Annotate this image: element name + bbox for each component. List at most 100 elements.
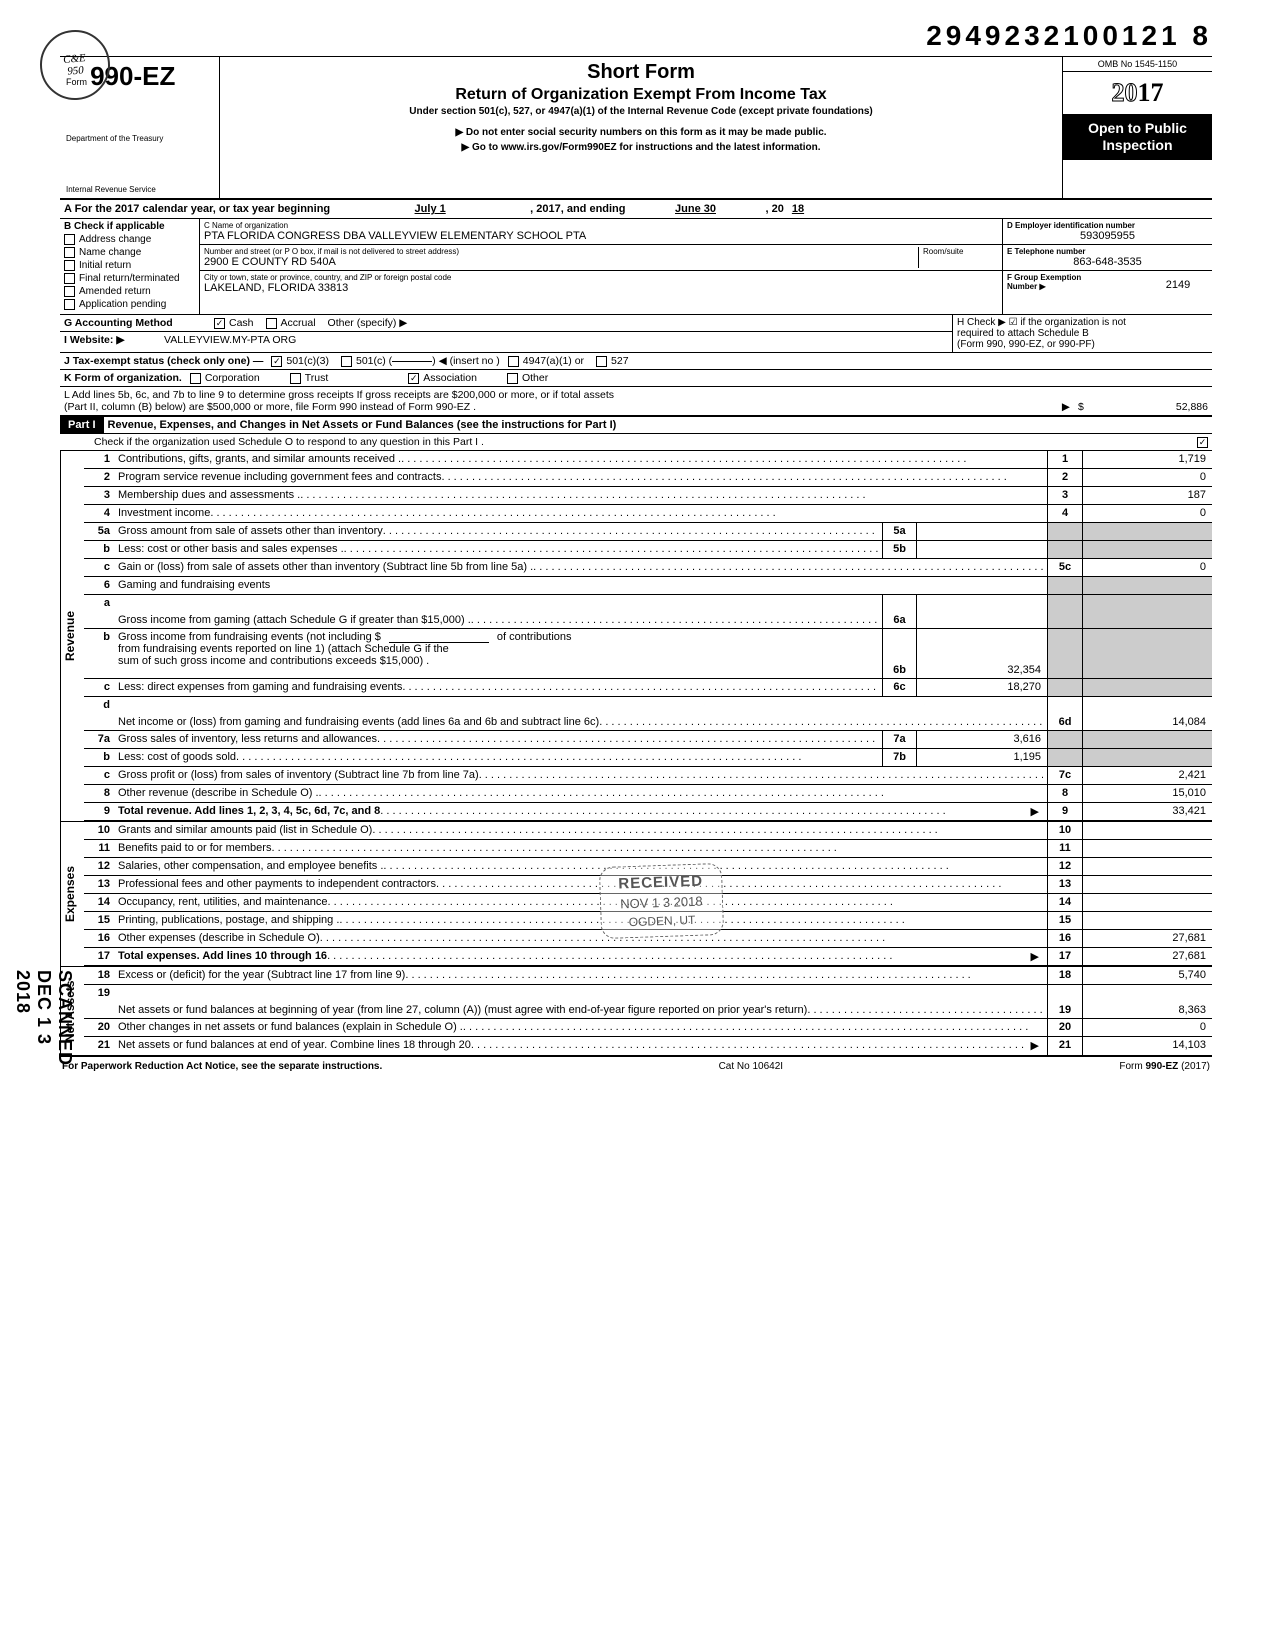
ln4-num: 4 xyxy=(84,505,114,522)
ln6b-t4: sum of such gross income and contributio… xyxy=(118,655,878,667)
g-label: G Accounting Method xyxy=(64,317,214,329)
ln12-text: Salaries, other compensation, and employ… xyxy=(118,860,383,873)
open-public: Open to Public Inspection xyxy=(1063,114,1212,160)
ln20-num: 20 xyxy=(84,1019,114,1036)
row-k: K Form of organization. Corporation Trus… xyxy=(60,370,1212,387)
ln16-text: Other expenses (describe in Schedule O) xyxy=(118,932,320,945)
title-short-form: Short Form xyxy=(228,61,1054,84)
chk-app-pending[interactable] xyxy=(64,299,75,310)
k-assoc: Association xyxy=(423,372,477,384)
ln7a-sb: 7a xyxy=(882,731,917,748)
chk-4947[interactable] xyxy=(508,356,519,367)
ln6c-num: c xyxy=(84,679,114,696)
ln7b-sb: 7b xyxy=(882,749,917,766)
row-l: L Add lines 5b, 6c, and 7b to line 9 to … xyxy=(60,387,1212,417)
row-j: J Tax-exempt status (check only one) — 5… xyxy=(60,353,1212,370)
ln11-text: Benefits paid to or for members xyxy=(118,842,271,855)
ln10-box: 10 xyxy=(1047,822,1082,839)
ln8-val: 15,010 xyxy=(1082,785,1212,802)
ln19-box: 19 xyxy=(1047,985,1082,1018)
stamp-l2: 950 xyxy=(67,64,84,77)
chk-trust[interactable] xyxy=(290,373,301,384)
ln7c-text: Gross profit or (loss) from sales of inv… xyxy=(118,769,479,782)
chk-cash[interactable] xyxy=(214,318,225,329)
org-city: LAKELAND, FLORIDA 33813 xyxy=(204,282,998,294)
ln21-val: 14,103 xyxy=(1082,1037,1212,1055)
ln7b-num: b xyxy=(84,749,114,766)
ln5a-num: 5a xyxy=(84,523,114,540)
ln6d-text: Net income or (loss) from gaming and fun… xyxy=(118,716,599,728)
org-name: PTA FLORIDA CONGRESS DBA VALLEYVIEW ELEM… xyxy=(204,230,998,242)
chk-accrual[interactable] xyxy=(266,318,277,329)
ln13-num: 13 xyxy=(84,876,114,893)
j-4947: 4947(a)(1) or xyxy=(523,355,584,367)
ln1-val: 1,719 xyxy=(1082,451,1212,468)
chk-527[interactable] xyxy=(596,356,607,367)
ln15-num: 15 xyxy=(84,912,114,929)
chk-other-org[interactable] xyxy=(507,373,518,384)
ln9-box: 9 xyxy=(1047,803,1082,820)
chk-501c3[interactable] xyxy=(271,356,282,367)
open-l2: Inspection xyxy=(1065,137,1210,154)
ln11-box: 11 xyxy=(1047,840,1082,857)
row-a-mid: , 2017, and ending xyxy=(530,203,625,215)
b-item-0: Address change xyxy=(79,234,151,245)
ln5a-sb: 5a xyxy=(882,523,917,540)
ein: 593095955 xyxy=(1007,230,1208,242)
ln1-text: Contributions, gifts, grants, and simila… xyxy=(118,453,401,466)
j-insert: ) ◀ (insert no ) xyxy=(432,355,500,367)
ln5c-val: 0 xyxy=(1082,559,1212,576)
chk-schedule-o[interactable] xyxy=(1197,437,1208,448)
ln6b-num: b xyxy=(84,629,114,678)
ln15-box: 15 xyxy=(1047,912,1082,929)
ln13-text: Professional fees and other payments to … xyxy=(118,878,436,891)
ln17-num: 17 xyxy=(84,948,114,965)
col-c: C Name of organization PTA FLORIDA CONGR… xyxy=(200,219,1002,314)
ln17-val: 27,681 xyxy=(1082,948,1212,965)
ln6a-num: a xyxy=(84,595,114,628)
b-item-1: Name change xyxy=(79,247,141,258)
ln21-num: 21 xyxy=(84,1037,114,1055)
chk-501c[interactable] xyxy=(341,356,352,367)
chk-address-change[interactable] xyxy=(64,234,75,245)
j-label: J Tax-exempt status (check only one) — xyxy=(64,355,263,367)
ln17-text: Total expenses. Add lines 10 through 16 xyxy=(118,950,327,963)
ln2-num: 2 xyxy=(84,469,114,486)
c-room-label: Room/suite xyxy=(923,247,998,256)
ln6c-text: Less: direct expenses from gaming and fu… xyxy=(118,681,402,694)
chk-corp[interactable] xyxy=(190,373,201,384)
footer-left: For Paperwork Reduction Act Notice, see … xyxy=(62,1061,382,1072)
chk-initial-return[interactable] xyxy=(64,260,75,271)
chk-assoc[interactable] xyxy=(408,373,419,384)
l-dollar: $ xyxy=(1078,401,1098,413)
ln1-box: 1 xyxy=(1047,451,1082,468)
ln16-box: 16 xyxy=(1047,930,1082,947)
ln20-box: 20 xyxy=(1047,1019,1082,1036)
h-l3: (Form 990, 990-EZ, or 990-PF) xyxy=(957,339,1208,350)
received-stamp: RECEIVED NOV 1 3 2018 OGDEN, UT xyxy=(599,863,724,939)
ln5b-sb: 5b xyxy=(882,541,917,558)
ln14-val xyxy=(1082,894,1212,911)
ln6b-sv: 32,354 xyxy=(917,629,1047,678)
ln6-num: 6 xyxy=(84,577,114,594)
ln3-text: Membership dues and assessments . xyxy=(118,489,300,502)
c-name-label: C Name of organization xyxy=(204,221,998,230)
chk-name-change[interactable] xyxy=(64,247,75,258)
received-l1: RECEIVED xyxy=(618,873,703,893)
ln6b-t2: of contributions xyxy=(497,631,572,643)
l-arrow: ▶ xyxy=(476,401,1078,413)
side-expenses: Expenses xyxy=(60,822,84,966)
part1-label: Part I xyxy=(60,417,104,433)
chk-final-return[interactable] xyxy=(64,273,75,284)
subtitle: Under section 501(c), 527, or 4947(a)(1)… xyxy=(228,106,1054,117)
h-l2: required to attach Schedule B xyxy=(957,328,1208,339)
ln14-num: 14 xyxy=(84,894,114,911)
row-a-tax-year: A For the 2017 calendar year, or tax yea… xyxy=(60,200,1212,219)
ln6c-sb: 6c xyxy=(882,679,917,696)
ln7a-sv: 3,616 xyxy=(917,731,1047,748)
i-label: I Website: ▶ xyxy=(64,334,164,346)
row-a-yrlbl: , 20 xyxy=(766,203,784,215)
h-l1: H Check ▶ ☑ if the organization is not xyxy=(957,317,1208,328)
form-header: Form 990-EZ Department of the Treasury I… xyxy=(60,56,1212,200)
chk-amended[interactable] xyxy=(64,286,75,297)
